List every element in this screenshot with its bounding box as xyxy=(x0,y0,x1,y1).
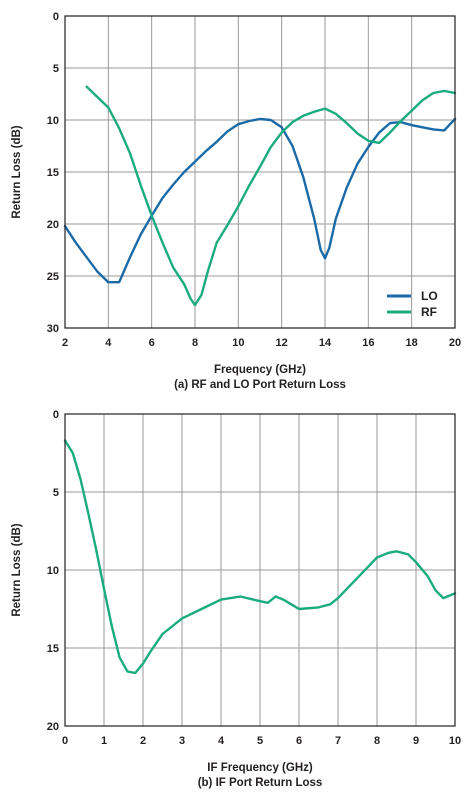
x-tick-label-a: 16 xyxy=(362,337,374,349)
plot-frame-a xyxy=(64,15,456,329)
y-tick-label-a: 5 xyxy=(53,63,59,75)
x-tick-label-b: 1 xyxy=(101,735,107,747)
x-tick-label-a: 10 xyxy=(232,337,244,349)
x-tick-label-b: 9 xyxy=(413,735,419,747)
ticks-b: 0 1 2 3 4 5 6 7 8 9 10 0 5 10 15 20 xyxy=(47,409,461,747)
x-tick-label-a: 4 xyxy=(105,337,112,349)
y-tick-label-a: 15 xyxy=(47,167,59,179)
plot-frame-b xyxy=(64,413,456,727)
x-tick-label-a: 18 xyxy=(406,337,418,349)
series-line-lo xyxy=(63,117,457,284)
series-group-a xyxy=(63,85,457,307)
y-tick-label-a: 25 xyxy=(47,271,59,283)
y-tick-label-a: 30 xyxy=(47,323,59,335)
y-tick-label-b: 0 xyxy=(53,409,59,421)
x-tick-label-a: 6 xyxy=(149,337,155,349)
x-tick-label-a: 12 xyxy=(276,337,288,349)
x-tick-label-b: 5 xyxy=(257,735,263,747)
legend-label-rf: RF xyxy=(421,305,437,319)
series-line-rf xyxy=(85,85,457,307)
y-tick-label-a: 10 xyxy=(47,115,59,127)
x-tick-label-b: 2 xyxy=(140,735,146,747)
x-tick-label-b: 10 xyxy=(449,735,461,747)
x-tick-label-b: 0 xyxy=(62,735,68,747)
x-tick-label-b: 3 xyxy=(179,735,185,747)
grid-b xyxy=(65,414,455,726)
y-tick-label-a: 20 xyxy=(47,219,59,231)
x-tick-label-a: 20 xyxy=(449,337,461,349)
y-axis-label-a: Return Loss (dB) xyxy=(11,125,23,218)
y-axis-label-b: Return Loss (dB) xyxy=(11,523,23,616)
legend-label-lo: LO xyxy=(421,289,438,303)
x-axis-label-b: IF Frequency (GHz) xyxy=(207,762,313,774)
caption-a: (a) RF and LO Port Return Loss xyxy=(174,379,346,391)
x-tick-label-a: 8 xyxy=(192,337,198,349)
y-tick-label-b: 15 xyxy=(47,643,59,655)
x-tick-label-a: 2 xyxy=(62,337,68,349)
legend-a: LO RF xyxy=(387,289,438,319)
y-tick-label-b: 5 xyxy=(53,487,59,499)
y-tick-label-b: 10 xyxy=(47,565,59,577)
x-tick-label-a: 14 xyxy=(319,337,332,349)
x-tick-label-b: 4 xyxy=(218,735,225,747)
x-tick-label-b: 7 xyxy=(335,735,341,747)
y-tick-label-a: 0 xyxy=(53,11,59,23)
caption-b: (b) IF Port Return Loss xyxy=(198,777,323,789)
ticks-a: 2 4 6 8 10 12 14 16 18 20 0 5 10 15 20 25 30 xyxy=(47,11,461,349)
chart-rf-lo-return-loss: 2 4 6 8 10 12 14 16 18 20 0 5 10 15 20 25 30 Frequency (… xyxy=(11,11,461,391)
y-tick-label-b: 20 xyxy=(47,721,59,733)
series-group-b xyxy=(63,439,457,675)
x-tick-label-b: 8 xyxy=(374,735,380,747)
x-tick-label-b: 6 xyxy=(296,735,302,747)
series-line-b-0 xyxy=(63,439,457,675)
x-axis-label-a: Frequency (GHz) xyxy=(214,364,306,376)
